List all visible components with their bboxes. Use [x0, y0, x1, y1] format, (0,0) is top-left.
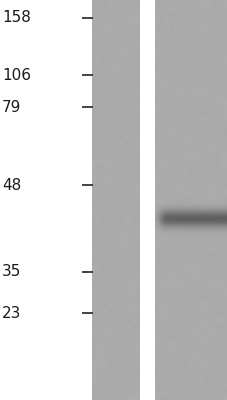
Bar — [139, 0, 154, 400]
Text: 106: 106 — [2, 68, 31, 82]
Text: 23: 23 — [2, 306, 21, 320]
Text: 158: 158 — [2, 10, 31, 26]
Text: 35: 35 — [2, 264, 21, 280]
Text: 48: 48 — [2, 178, 21, 192]
Text: 79: 79 — [2, 100, 21, 114]
